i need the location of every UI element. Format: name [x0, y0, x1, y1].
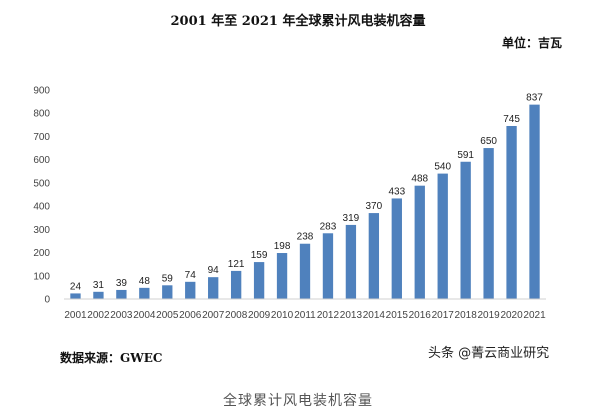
bar: [368, 213, 380, 299]
y-axis: 0 100 200 300 400 500 600 700 800 900: [33, 86, 50, 306]
data-source: 数据来源：GWEC: [60, 351, 163, 365]
data-label: 74: [185, 270, 197, 281]
data-label: 198: [274, 241, 291, 252]
bar: [276, 253, 288, 299]
y-tick-label: 300: [33, 225, 50, 236]
data-labels-group: 24 31 39 48 59 74 94 121 159 198 238 283 319 370 433 48…: [70, 93, 543, 293]
bar: [93, 291, 104, 299]
data-label: 650: [480, 136, 497, 147]
x-tick-label: 2011: [294, 310, 316, 321]
data-label: 433: [388, 186, 405, 197]
y-tick-label: 800: [33, 109, 50, 120]
data-label: 121: [228, 259, 245, 270]
watermark: 头条 @菁云商业研究: [428, 346, 550, 361]
y-tick-label: 0: [44, 295, 50, 306]
data-label: 238: [297, 232, 314, 243]
bar: [162, 285, 173, 299]
data-label: 59: [162, 273, 174, 284]
unit-label: 单位：吉瓦: [501, 36, 562, 50]
data-label: 319: [343, 213, 360, 224]
x-tick-label: 2001: [64, 310, 87, 321]
bar: [345, 224, 357, 299]
y-tick-label: 100: [33, 271, 50, 282]
x-tick-label: 2017: [432, 310, 455, 321]
x-tick-label: 2002: [87, 310, 110, 321]
bar: [139, 287, 150, 299]
bar: [414, 185, 425, 299]
data-label: 837: [526, 93, 543, 104]
x-tick-label: 2005: [156, 310, 179, 321]
y-tick-label: 200: [33, 248, 50, 259]
x-tick-label: 2007: [202, 310, 225, 321]
data-label: 159: [251, 250, 268, 261]
x-tick-label: 2020: [500, 310, 523, 321]
bar: [208, 277, 219, 299]
y-tick-label: 700: [33, 132, 50, 143]
x-tick-label: 2013: [340, 310, 363, 321]
data-label: 488: [411, 174, 428, 185]
bar: [116, 289, 127, 299]
data-label: 370: [366, 201, 383, 212]
bar: [460, 161, 471, 299]
bar: [437, 173, 448, 299]
bar: [506, 125, 517, 299]
bar: [483, 148, 494, 299]
x-tick-label: 2021: [523, 310, 546, 321]
bar: [299, 243, 311, 299]
x-tick-label: 2018: [455, 310, 478, 321]
x-tick-label: 2016: [409, 310, 432, 321]
x-tick-label: 2008: [225, 310, 248, 321]
data-label: 94: [208, 265, 220, 276]
data-label: 591: [457, 150, 474, 161]
x-tick-label: 2004: [133, 310, 156, 321]
data-label: 283: [320, 221, 337, 232]
data-label: 39: [116, 278, 128, 289]
x-tick-label: 2009: [248, 310, 271, 321]
x-tick-label: 2014: [363, 310, 386, 321]
y-tick-label: 600: [33, 155, 50, 166]
caption: 全球累计风电装机容量: [223, 393, 373, 409]
x-axis: 2001 2002 2003 2004 2005 2006 2007 2008 2009 2010…: [64, 298, 546, 321]
data-label: 48: [139, 276, 151, 287]
x-tick-label: 2012: [317, 310, 340, 321]
data-label: 745: [503, 114, 520, 125]
x-tick-label: 2015: [386, 310, 409, 321]
x-tick-label: 2006: [179, 310, 202, 321]
data-label: 24: [70, 281, 82, 292]
bar: [391, 198, 402, 299]
bar: [70, 293, 81, 299]
bars-group: [70, 104, 540, 299]
bar: [322, 233, 334, 299]
data-label: 540: [434, 162, 451, 173]
bar-chart: 0 100 200 300 400 500 600 700 800 900 24 31 39 48 59 7…: [33, 86, 546, 322]
chart-title: 2001 年至 2021 年全球累计风电装机容量: [170, 14, 426, 29]
bar: [529, 104, 540, 299]
x-tick-label: 2003: [110, 310, 133, 321]
y-tick-label: 400: [33, 202, 50, 213]
bar: [185, 281, 196, 299]
x-tick-label: 2019: [477, 310, 500, 321]
y-tick-label: 500: [33, 178, 50, 189]
y-tick-label: 900: [33, 86, 50, 97]
data-label: 31: [93, 280, 105, 291]
bar: [253, 262, 265, 299]
bar: [230, 270, 242, 299]
x-tick-label: 2010: [271, 310, 294, 321]
